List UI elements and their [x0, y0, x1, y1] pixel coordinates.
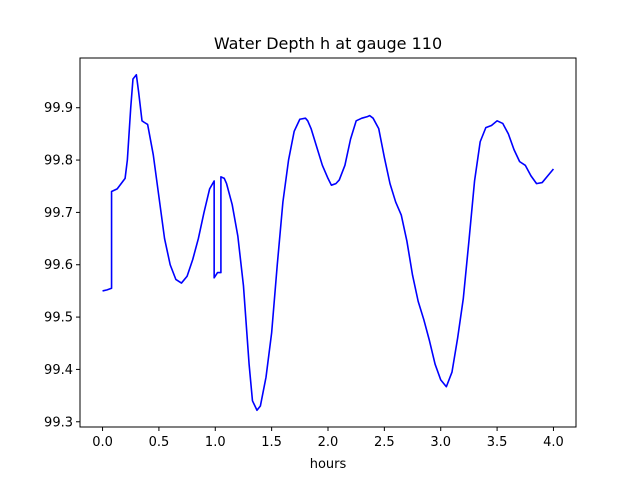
x-tick-label: 2.5	[374, 435, 395, 450]
x-axis-ticks: 0.0 0.5 1.0 1.5 2.0 2.5 3.0 3.5 4.0	[92, 427, 564, 450]
series-layer	[102, 73, 555, 412]
y-tick-label: 99.3	[44, 415, 73, 430]
chart-title: Water Depth h at gauge 110	[214, 34, 442, 53]
y-tick-label: 99.7	[44, 206, 73, 221]
x-tick-label: 4.0	[543, 435, 564, 450]
x-tick-label: 1.0	[205, 435, 226, 450]
y-tick-label: 99.8	[44, 154, 73, 169]
y-tick-label: 99.6	[44, 258, 73, 273]
x-tick-label: 0.5	[149, 435, 170, 450]
x-axis-label: hours	[310, 457, 347, 472]
x-tick-label: 1.5	[261, 435, 282, 450]
y-tick-label: 99.4	[44, 363, 73, 378]
y-axis-ticks: 99.3 99.4 99.5 99.6 99.7 99.8 99.9	[44, 101, 80, 430]
series-line	[102, 73, 555, 412]
x-tick-label: 2.0	[318, 435, 339, 450]
x-tick-label: 0.0	[92, 435, 113, 450]
y-tick-label: 99.5	[44, 311, 73, 326]
x-tick-label: 3.5	[487, 435, 508, 450]
x-tick-label: 3.0	[430, 435, 451, 450]
plot-frame	[79, 57, 577, 428]
y-tick-label: 99.9	[44, 101, 73, 116]
